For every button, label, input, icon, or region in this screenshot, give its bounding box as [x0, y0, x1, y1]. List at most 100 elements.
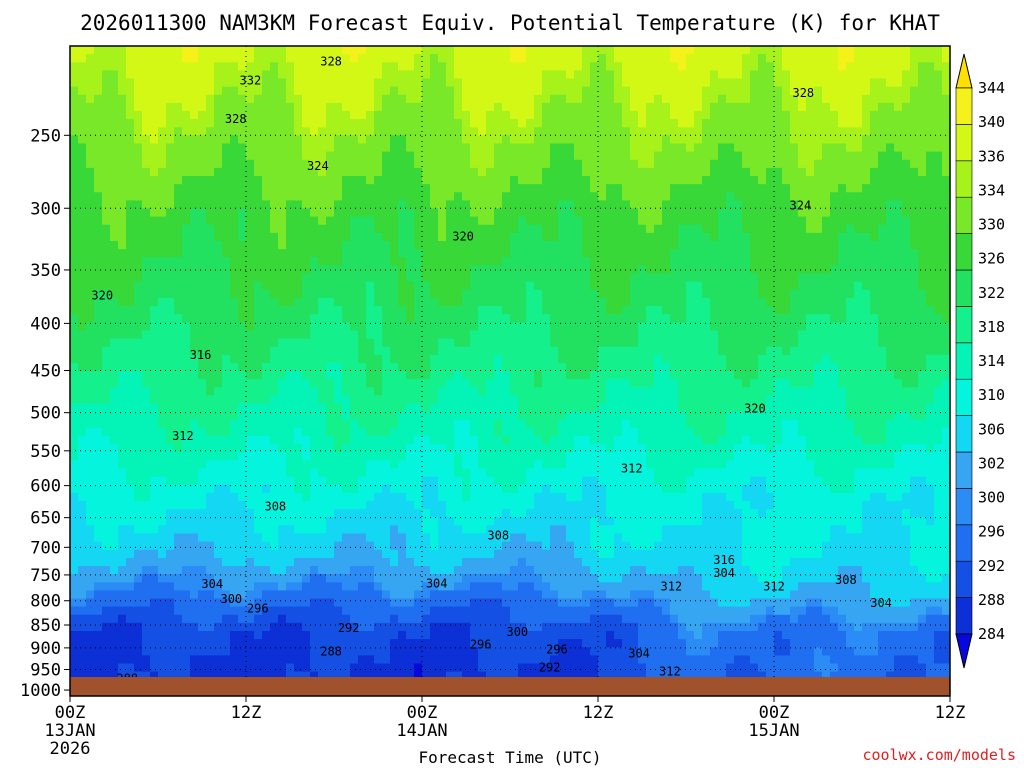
- ground-surface: [70, 677, 950, 696]
- x-tick-label: 00Z: [55, 703, 86, 723]
- colorbar-tick-label: 284: [978, 625, 1005, 643]
- contour-label: 288: [320, 644, 342, 658]
- colorbar-tick-label: 288: [978, 591, 1005, 609]
- contour-label: 312: [763, 579, 785, 593]
- x-tick-label: 00Z: [407, 703, 438, 723]
- y-tick-label: 300: [30, 199, 61, 219]
- colorbar-swatch: [955, 160, 973, 198]
- grid-lines: [70, 46, 950, 696]
- colorbar-tick-label: 318: [978, 318, 1005, 336]
- contour-label: 296: [247, 602, 269, 616]
- colorbar-tick-label: 292: [978, 557, 1005, 575]
- x-tick-date: 14JAN: [396, 721, 447, 741]
- contour-label: 300: [506, 625, 528, 639]
- colorbar-tick-label: 336: [978, 147, 1005, 165]
- y-tick-label: 500: [30, 404, 61, 424]
- colorbar-swatch: [955, 451, 973, 489]
- x-tick-date: 13JAN: [44, 721, 95, 741]
- colorbar-tick-label: 302: [978, 454, 1005, 472]
- contour-label: 328: [792, 86, 814, 100]
- contour-label: 320: [452, 230, 474, 244]
- contour-label: 316: [190, 348, 212, 362]
- contour-label: 324: [790, 199, 812, 213]
- contour-label: 328: [320, 55, 342, 69]
- y-tick-label: 450: [30, 362, 61, 382]
- colorbar-swatch: [955, 342, 973, 380]
- contour-labels: 328 332 328 328 324 324 320 320 316 320 312 312 308 3…: [91, 55, 891, 690]
- colorbar-swatch: [955, 488, 973, 526]
- colorbar-tick-label: 306: [978, 420, 1005, 438]
- colorbar-top-arrow: [955, 53, 973, 89]
- y-axis: 250 300 350 400 450 500 550 600 650 700 750 800 850 9…: [20, 126, 70, 701]
- colorbar-swatch: [955, 233, 973, 271]
- y-tick-label: 850: [30, 616, 61, 636]
- colorbar-swatch: [955, 269, 973, 307]
- x-tick-date: 15JAN: [748, 721, 799, 741]
- colorbar-tick-label: 300: [978, 489, 1005, 507]
- contour-label: 292: [338, 621, 360, 635]
- y-tick-label: 250: [30, 126, 61, 146]
- colorbar: 284 288 292 296 300 302 306 310 314 318 322 326 330 3…: [955, 53, 1005, 669]
- contour-label: 332: [240, 73, 262, 87]
- colorbar-swatch: [955, 196, 973, 234]
- x-axis-label: Forecast Time (UTC): [418, 748, 601, 767]
- y-tick-label: 350: [30, 261, 61, 281]
- contour-label: 320: [744, 402, 766, 416]
- contour-label: 304: [713, 566, 735, 580]
- colorbar-tick-label: 330: [978, 216, 1005, 234]
- y-tick-label: 750: [30, 566, 61, 586]
- contour-label: 312: [659, 665, 681, 679]
- colorbar-swatch: [955, 306, 973, 344]
- colorbar-tick-label: 310: [978, 386, 1005, 404]
- x-tick-label: 00Z: [759, 703, 790, 723]
- contour-label: 308: [264, 499, 286, 513]
- y-tick-label: 1000: [20, 681, 61, 701]
- colorbar-tick-label: 314: [978, 352, 1005, 370]
- colorbar-tick-label: 340: [978, 113, 1005, 131]
- y-tick-label: 550: [30, 442, 61, 462]
- contour-label: 292: [539, 660, 561, 674]
- contour-label: 300: [220, 592, 242, 606]
- colorbar-swatch: [955, 124, 973, 162]
- contour-label: 312: [621, 462, 643, 476]
- colorbar-tick-label: 326: [978, 250, 1005, 268]
- colorbar-swatch: [955, 524, 973, 562]
- contour-label: 316: [713, 553, 735, 567]
- credit-text[interactable]: coolwx.com/models: [862, 746, 1016, 764]
- x-tick-label: 12Z: [935, 703, 966, 723]
- contour-label: 304: [628, 647, 650, 661]
- y-tick-label: 950: [30, 661, 61, 681]
- theta-e-field: [70, 46, 950, 696]
- y-tick-label: 600: [30, 477, 61, 497]
- colorbar-bottom-arrow: [955, 633, 973, 669]
- colorbar-swatch: [955, 415, 973, 453]
- y-tick-label: 900: [30, 639, 61, 659]
- x-tick-label: 12Z: [231, 703, 262, 723]
- colorbar-swatch: [955, 378, 973, 416]
- contour-label: 304: [426, 576, 448, 590]
- colorbar-swatch: [955, 560, 973, 598]
- contour-label: 308: [835, 573, 857, 587]
- y-tick-label: 650: [30, 509, 61, 529]
- y-tick-label: 400: [30, 314, 61, 334]
- colorbar-tick-label: 322: [978, 284, 1005, 302]
- chart-title: 2026011300 NAM3KM Forecast Equiv. Potent…: [80, 11, 940, 35]
- contour-label: 312: [172, 429, 194, 443]
- y-tick-label: 700: [30, 538, 61, 558]
- x-tick-label: 12Z: [583, 703, 614, 723]
- contour-label: 320: [91, 288, 113, 302]
- colorbar-swatch: [955, 597, 973, 635]
- colorbar-tick-label: 296: [978, 523, 1005, 541]
- contour-label: 296: [470, 637, 492, 651]
- contour-label: 304: [870, 596, 892, 610]
- contour-label: 304: [201, 577, 223, 591]
- contour-label: 312: [660, 579, 682, 593]
- colorbar-tick-label: 344: [978, 79, 1005, 97]
- contour-label: 296: [546, 643, 568, 657]
- contour-label: 328: [225, 112, 247, 126]
- contour-label: 324: [307, 159, 329, 173]
- x-tick-year: 2026: [50, 739, 91, 759]
- y-tick-label: 800: [30, 592, 61, 612]
